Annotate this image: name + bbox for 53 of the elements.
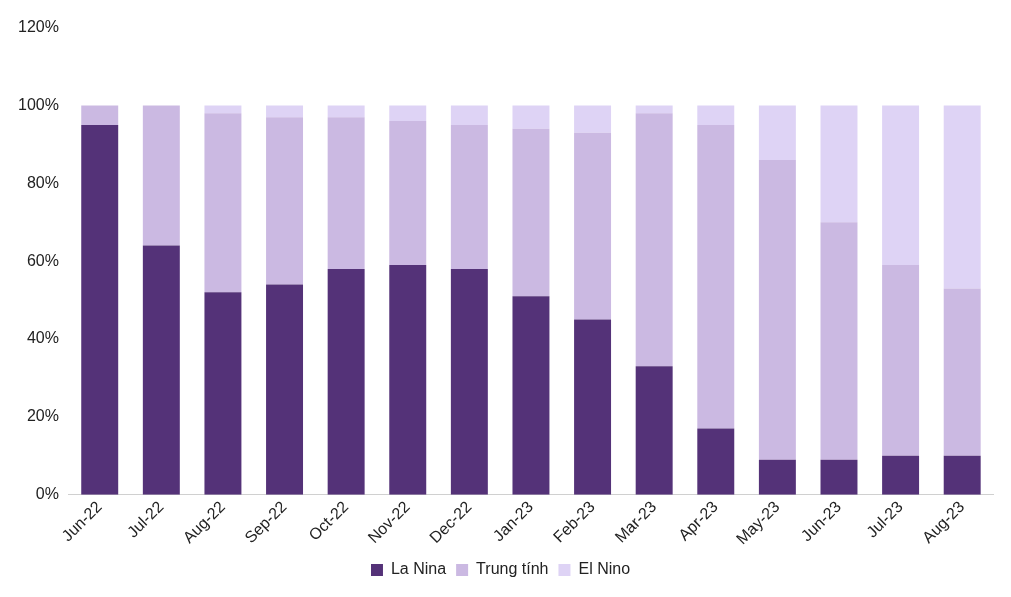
bar (266, 117, 304, 285)
bar (758, 105, 796, 160)
bar (758, 459, 796, 495)
bar (943, 455, 981, 495)
y-tick-label: 60% (26, 251, 59, 269)
bar (327, 105, 365, 118)
legend-label: El Nino (578, 560, 631, 578)
bar (882, 455, 920, 495)
bar (820, 459, 858, 495)
bar (204, 113, 242, 293)
bar (266, 284, 304, 495)
bar (697, 124, 735, 429)
bar (512, 105, 550, 129)
bar (450, 268, 488, 495)
bar (882, 105, 920, 266)
bar (635, 366, 673, 495)
bar (204, 292, 242, 495)
y-tick-label: 120% (18, 18, 59, 36)
bar (635, 105, 673, 114)
bar (943, 288, 981, 456)
bar (389, 265, 427, 495)
bar (389, 105, 427, 122)
bar (81, 124, 119, 495)
bar (820, 222, 858, 460)
bar (142, 105, 180, 246)
bar (943, 105, 981, 289)
bar (389, 121, 427, 266)
y-tick-label: 100% (18, 95, 59, 113)
bar (697, 428, 735, 495)
bar (758, 159, 796, 460)
bar (574, 319, 612, 495)
bar (820, 105, 858, 223)
bar (882, 265, 920, 456)
bar (574, 105, 612, 133)
bar (697, 105, 735, 125)
bar (512, 296, 550, 495)
bar (142, 245, 180, 495)
bar (327, 268, 365, 495)
legend-label: La Nina (390, 560, 447, 578)
bar (635, 113, 673, 367)
bar (81, 105, 119, 125)
bar (204, 105, 242, 114)
bar (450, 124, 488, 269)
y-tick-label: 80% (26, 173, 59, 191)
bar (266, 105, 304, 118)
legend-label: Trung tính (476, 560, 549, 578)
y-tick-label: 40% (26, 329, 59, 347)
bar (512, 128, 550, 297)
bar (327, 117, 365, 269)
bar (450, 105, 488, 125)
y-tick-label: 20% (26, 407, 59, 425)
y-tick-label: 0% (35, 485, 59, 503)
bar (574, 132, 612, 320)
